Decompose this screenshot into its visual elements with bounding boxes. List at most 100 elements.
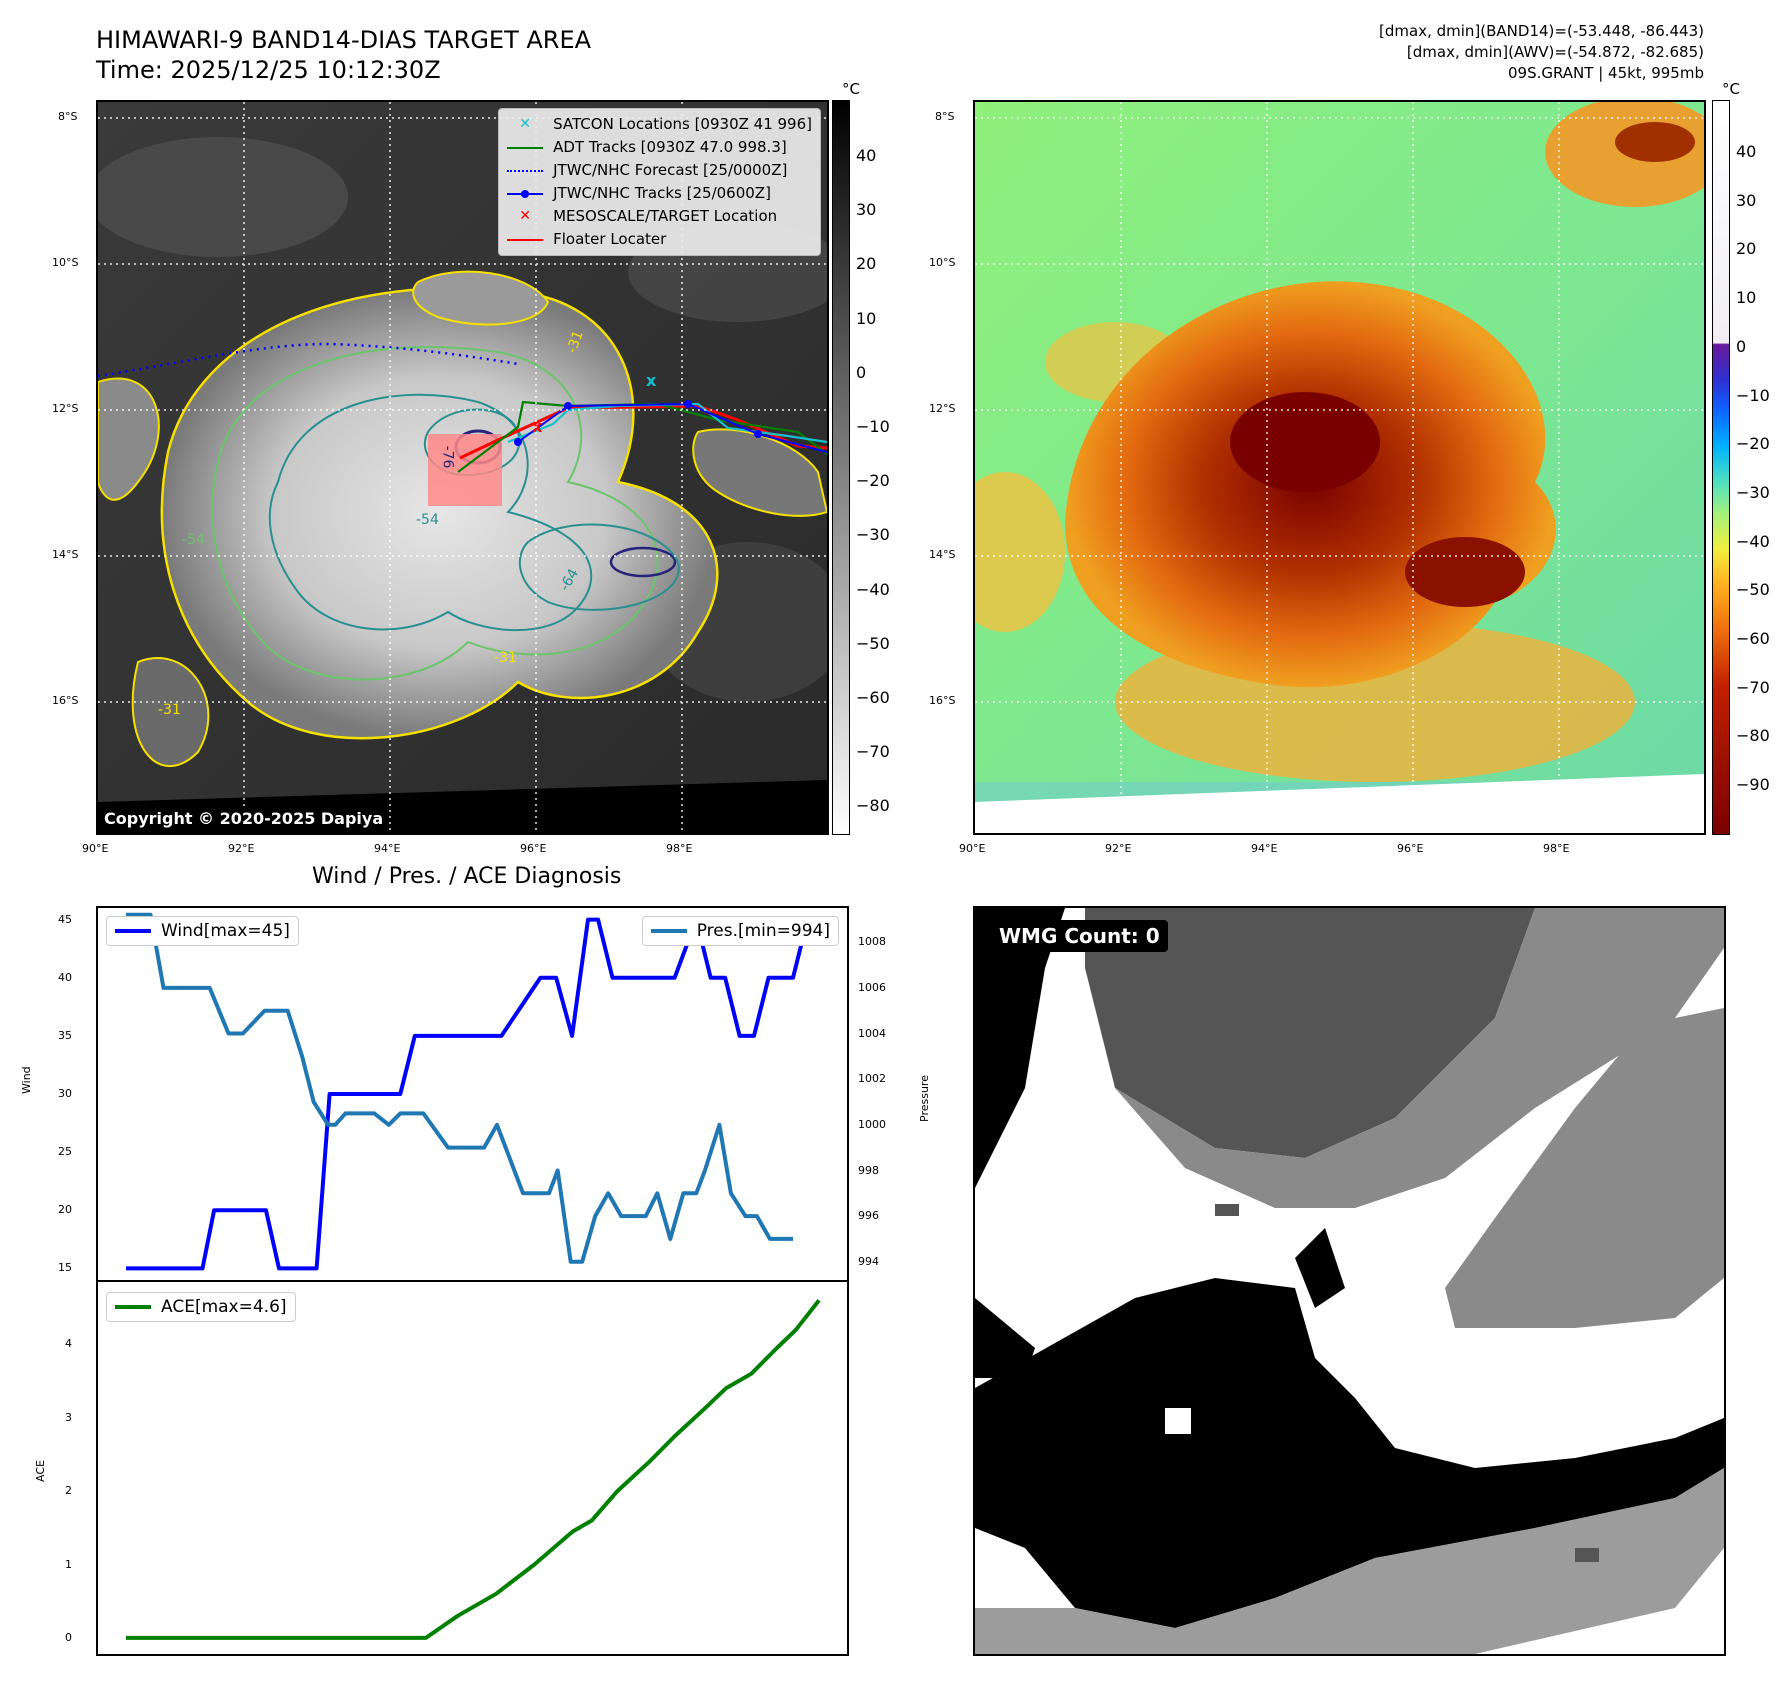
lon-tick: 90°E bbox=[959, 842, 986, 855]
ace-line bbox=[126, 1299, 821, 1640]
colorbar-tick: −30 bbox=[856, 525, 890, 545]
grayscale-colorbar bbox=[832, 100, 850, 835]
dmax-band14-info: [dmax, dmin](BAND14)=(-53.448, -86.443) bbox=[1379, 22, 1704, 40]
copyright-notice: Copyright © 2020-2025 Dapiya bbox=[98, 806, 390, 831]
dmax-awv-info: [dmax, dmin](AWV)=(-54.872, -82.685) bbox=[1406, 43, 1704, 61]
legend-label: JTWC/NHC Tracks [25/0600Z] bbox=[553, 184, 771, 202]
colorbar-tick: −70 bbox=[1736, 677, 1770, 697]
y-tick: 994 bbox=[858, 1254, 879, 1268]
lon-tick: 94°E bbox=[1251, 842, 1278, 855]
colorbar-tick: −40 bbox=[856, 579, 890, 599]
lat-tick: 10°S bbox=[929, 256, 956, 269]
y-tick: 4 bbox=[65, 1337, 72, 1351]
legend-item-floater: Floater Locater bbox=[507, 228, 812, 251]
lat-tick: 8°S bbox=[58, 110, 78, 123]
y-tick: 45 bbox=[58, 912, 72, 926]
contour-label: -31 bbox=[494, 650, 517, 666]
legend-label: SATCON Locations [0930Z 41 996] bbox=[553, 115, 812, 133]
lat-tick: 12°S bbox=[52, 402, 79, 415]
line-swatch-icon bbox=[507, 146, 544, 149]
lat-tick: 14°S bbox=[929, 548, 956, 561]
colorbar-tick: 30 bbox=[856, 200, 877, 220]
wind-line bbox=[126, 917, 819, 1271]
y-tick: 30 bbox=[58, 1087, 72, 1100]
y-tick: 3 bbox=[65, 1410, 72, 1424]
colorbar-tick: −80 bbox=[856, 796, 890, 816]
map-legend: ✕ SATCON Locations [0930Z 41 996] ADT Tra… bbox=[498, 108, 821, 256]
lon-tick: 94°E bbox=[374, 842, 401, 855]
colorbar-tick: 30 bbox=[1736, 190, 1757, 210]
ace-plot bbox=[126, 1299, 821, 1640]
x-marker-icon: ✕ bbox=[519, 208, 531, 224]
colorbar-tick: −80 bbox=[1736, 726, 1770, 746]
line-swatch-icon bbox=[115, 1305, 151, 1309]
legend-label: ACE[max=4.6] bbox=[161, 1297, 287, 1317]
y-tick: 1000 bbox=[858, 1117, 886, 1131]
legend-label: Floater Locater bbox=[553, 230, 667, 248]
legend-item-jtwc-tracks: JTWC/NHC Tracks [25/0600Z] bbox=[507, 182, 812, 205]
lon-tick: 96°E bbox=[1397, 842, 1424, 855]
wind-pressure-chart: Wind[max=45] Pres.[min=994] bbox=[96, 906, 849, 1282]
line-swatch-icon bbox=[115, 929, 151, 933]
y-tick: 20 bbox=[58, 1203, 72, 1217]
legend-label: MESOSCALE/TARGET Location bbox=[553, 207, 778, 225]
y-tick: 1008 bbox=[858, 935, 886, 949]
ace-legend: ACE[max=4.6] bbox=[106, 1292, 296, 1322]
legend-label: ADT Tracks [0930Z 47.0 998.3] bbox=[553, 138, 787, 156]
lon-tick: 98°E bbox=[1543, 842, 1570, 855]
lat-tick: 12°S bbox=[929, 402, 956, 415]
legend-label: JTWC/NHC Forecast [25/0000Z] bbox=[553, 161, 788, 179]
y-tick: 1 bbox=[65, 1557, 72, 1571]
colorbar-tick: 40 bbox=[1736, 142, 1757, 161]
colorbar-tick: −90 bbox=[1736, 775, 1770, 795]
colorbar-tick: −10 bbox=[1736, 385, 1770, 405]
lat-tick: 10°S bbox=[52, 256, 79, 269]
wmg-count-label: WMG Count: 0 bbox=[991, 920, 1168, 952]
dot-line-swatch-icon bbox=[507, 189, 544, 198]
svg-text:x: x bbox=[532, 417, 543, 436]
wind-legend: Wind[max=45] bbox=[106, 916, 299, 946]
line-swatch-icon bbox=[507, 238, 544, 241]
legend-item-mesoscale: ✕ MESOSCALE/TARGET Location bbox=[507, 205, 812, 228]
lon-tick: 90°E bbox=[82, 842, 109, 855]
wmg-panel: WMG Count: 0 bbox=[973, 906, 1726, 1656]
awv-imagery bbox=[975, 102, 1704, 833]
lon-tick: 96°E bbox=[520, 842, 547, 855]
ace-chart: ACE[max=4.6] bbox=[96, 1280, 849, 1656]
contour-label: -31 bbox=[158, 702, 181, 718]
colorbar-tick: −60 bbox=[1736, 629, 1770, 648]
lat-tick: 8°S bbox=[935, 110, 955, 123]
y-tick: 2 bbox=[65, 1484, 72, 1498]
awv-colorbar bbox=[1712, 100, 1730, 835]
y-tick: 1006 bbox=[858, 980, 886, 994]
pressure-axis-label: Pressure bbox=[918, 1075, 931, 1122]
colorbar-tick: −10 bbox=[856, 417, 890, 436]
colorbar-tick: 0 bbox=[856, 362, 867, 382]
legend-item-jtwc-forecast: JTWC/NHC Forecast [25/0000Z] bbox=[507, 159, 812, 182]
lon-tick: 92°E bbox=[228, 842, 255, 855]
wmg-imagery bbox=[975, 908, 1724, 1654]
colorbar-tick: −20 bbox=[856, 471, 890, 491]
lat-tick: 16°S bbox=[52, 694, 79, 707]
colorbar-tick: 20 bbox=[1736, 239, 1757, 259]
y-tick: 0 bbox=[65, 1630, 72, 1644]
y-tick: 1004 bbox=[858, 1026, 886, 1040]
colorbar-tick: −70 bbox=[856, 742, 890, 762]
dotted-swatch-icon bbox=[507, 169, 544, 172]
contour-label: -76 bbox=[439, 445, 456, 469]
band14-map-panel: x x -76 -54 -64 -54 -31 -31 -31 ✕ SATCON … bbox=[96, 100, 829, 835]
pressure-line bbox=[126, 912, 793, 1264]
line-swatch-icon bbox=[650, 929, 687, 933]
figure-title: HIMAWARI-9 BAND14-DIAS TARGET AREA bbox=[96, 26, 592, 54]
colorbar-unit: °C bbox=[842, 80, 860, 98]
diagnosis-title: Wind / Pres. / ACE Diagnosis bbox=[312, 864, 622, 889]
colorbar-tick: 10 bbox=[1736, 288, 1757, 308]
y-tick: 996 bbox=[858, 1209, 879, 1223]
awv-map-panel bbox=[973, 100, 1706, 835]
colorbar-tick: −20 bbox=[1736, 434, 1770, 454]
wind-pressure-plot bbox=[126, 912, 819, 1271]
ace-axis-label: ACE bbox=[34, 1460, 47, 1482]
y-tick: 15 bbox=[58, 1261, 72, 1275]
pressure-legend: Pres.[min=994] bbox=[641, 916, 839, 946]
colorbar-tick: −40 bbox=[1736, 531, 1770, 551]
